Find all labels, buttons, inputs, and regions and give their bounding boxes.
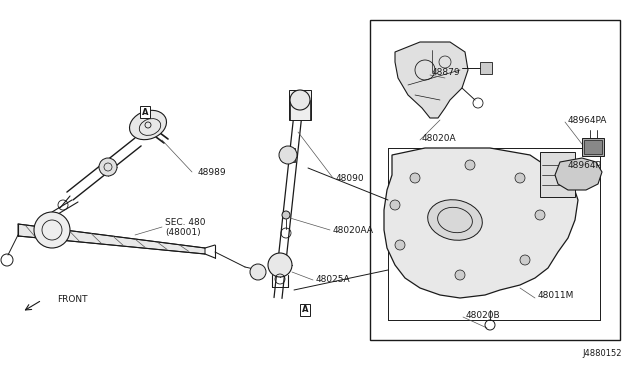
Bar: [582, 138, 604, 156]
Polygon shape: [18, 224, 205, 254]
Circle shape: [282, 211, 290, 219]
Text: 48964P: 48964P: [568, 160, 602, 170]
Circle shape: [99, 158, 117, 176]
Text: (48001): (48001): [165, 228, 200, 237]
Text: A: A: [301, 305, 308, 314]
Circle shape: [279, 146, 297, 164]
Text: 48020A: 48020A: [422, 134, 456, 142]
Circle shape: [515, 173, 525, 183]
Text: 48989: 48989: [198, 167, 227, 176]
Text: 48020B: 48020B: [466, 311, 500, 320]
Text: A: A: [141, 108, 148, 116]
Polygon shape: [555, 158, 602, 190]
Circle shape: [268, 253, 292, 277]
Circle shape: [455, 270, 465, 280]
Polygon shape: [384, 148, 578, 298]
Bar: [370, 20, 620, 340]
Text: SEC. 480: SEC. 480: [165, 218, 205, 227]
Text: 48964PA: 48964PA: [568, 115, 607, 125]
Bar: [540, 152, 575, 197]
Polygon shape: [395, 42, 468, 118]
Text: 48090: 48090: [336, 173, 365, 183]
Text: J4880152: J4880152: [582, 349, 622, 358]
Circle shape: [390, 200, 400, 210]
Ellipse shape: [428, 200, 483, 240]
Circle shape: [34, 212, 70, 248]
Circle shape: [520, 255, 530, 265]
Text: 48011M: 48011M: [538, 291, 574, 299]
Text: 48879: 48879: [432, 67, 461, 77]
Text: FRONT: FRONT: [57, 295, 88, 305]
Text: 48025A: 48025A: [316, 276, 351, 285]
Text: 48020AA: 48020AA: [333, 225, 374, 234]
Ellipse shape: [129, 110, 166, 140]
Bar: [584, 140, 602, 154]
Circle shape: [535, 210, 545, 220]
Circle shape: [290, 90, 310, 110]
Bar: [480, 62, 492, 74]
Circle shape: [410, 173, 420, 183]
Bar: [283, 148, 295, 162]
Circle shape: [395, 240, 405, 250]
Circle shape: [250, 264, 266, 280]
Bar: [289, 90, 311, 120]
Circle shape: [465, 160, 475, 170]
